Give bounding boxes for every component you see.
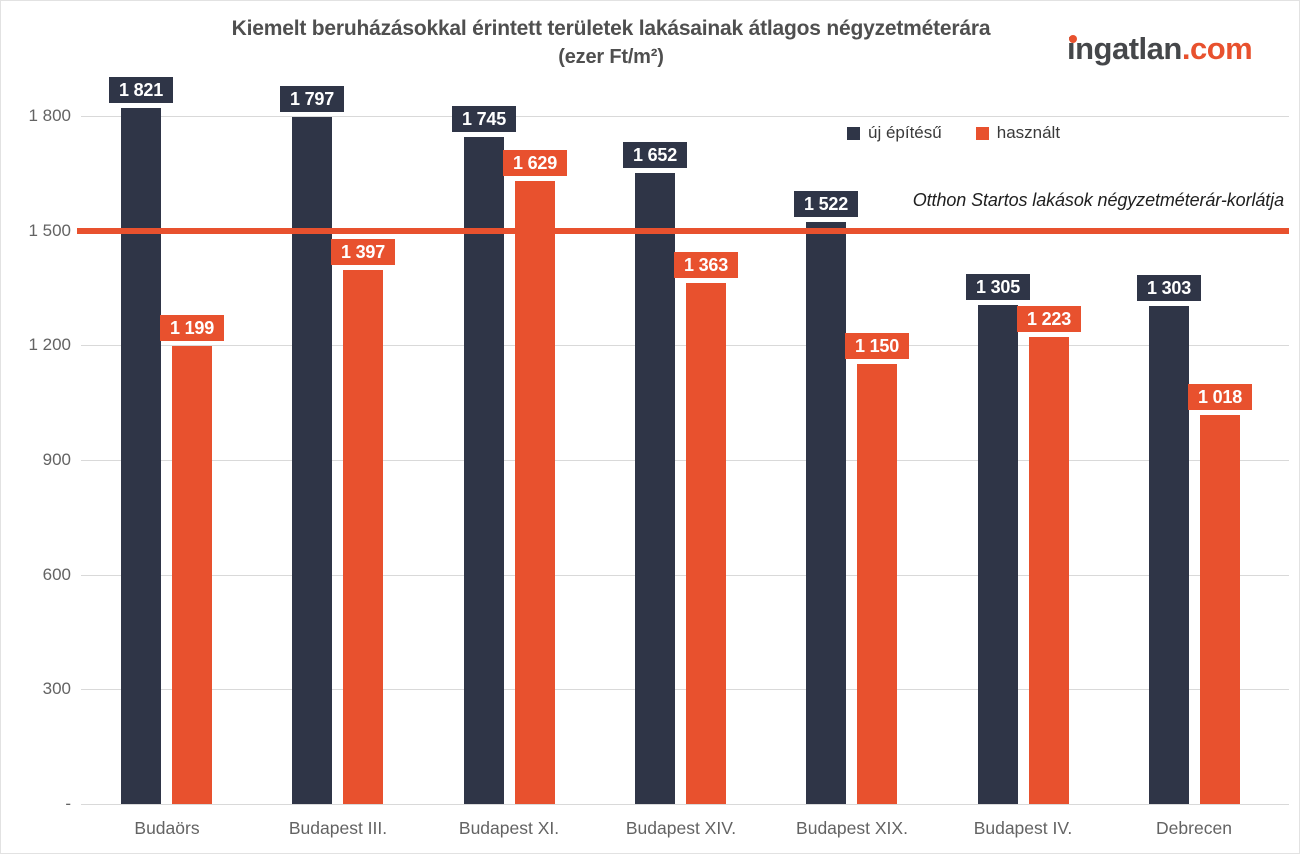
x-axis-label-4: Budapest XIV. bbox=[625, 818, 737, 838]
legend-label-used: használt bbox=[996, 123, 1061, 142]
bar-value-label-used-2: 1 397 bbox=[331, 239, 395, 265]
bar-value-label-new-build-5: 1 522 bbox=[794, 191, 858, 217]
legend-swatch-new-build bbox=[847, 126, 860, 140]
y-tick-label-900: 900 bbox=[42, 450, 71, 469]
x-axis-label-3: Budapest XI. bbox=[458, 818, 560, 838]
x-axis-label-7: Debrecen bbox=[1156, 818, 1232, 838]
logo-name: ingatlan bbox=[1067, 31, 1182, 67]
bar-value-label-used-3: 1 629 bbox=[503, 150, 567, 176]
ingatlan-logo: ingatlan .com bbox=[1067, 31, 1253, 67]
chart-legend: új építésű használt bbox=[847, 123, 1060, 143]
reference-line bbox=[77, 228, 1289, 234]
y-tick-label-0: - bbox=[65, 794, 71, 813]
gridline-600 bbox=[81, 575, 1289, 576]
bar-value-label-used-4: 1 363 bbox=[674, 252, 738, 278]
bar-value-label-used-6: 1 223 bbox=[1017, 306, 1081, 332]
reference-line-annotation: Otthon Startos lakások négyzetméterár-ko… bbox=[912, 190, 1284, 210]
logo-i-dot-icon bbox=[1069, 35, 1077, 43]
bar-value-label-used-5: 1 150 bbox=[845, 333, 909, 359]
y-tick-label-1200: 1 200 bbox=[28, 335, 71, 354]
y-tick-label-1800: 1 800 bbox=[28, 106, 71, 125]
bar-value-label-new-build-7: 1 303 bbox=[1137, 275, 1201, 301]
chart-title-line2: (ezer Ft/m²) bbox=[558, 46, 664, 68]
bar-new-build-7 bbox=[1149, 306, 1189, 804]
bar-value-label-new-build-4: 1 652 bbox=[623, 142, 687, 168]
bar-used-1 bbox=[172, 346, 212, 804]
chart-title: Kiemelt beruházásokkal érintett területe… bbox=[1, 14, 1221, 71]
bar-value-label-new-build-3: 1 745 bbox=[452, 106, 516, 132]
gridline-300 bbox=[81, 689, 1289, 690]
logo-tld: .com bbox=[1181, 31, 1253, 66]
bar-value-label-new-build-2: 1 797 bbox=[280, 86, 344, 112]
bar-new-build-6 bbox=[978, 305, 1018, 804]
bar-new-build-4 bbox=[635, 173, 675, 804]
legend-item-new-build: új építésű bbox=[847, 123, 942, 143]
logo-name-text: ingatlan bbox=[1067, 31, 1182, 66]
x-axis-label-6: Budapest IV. bbox=[973, 818, 1073, 838]
bar-new-build-1 bbox=[121, 108, 161, 804]
bar-value-label-new-build-6: 1 305 bbox=[966, 274, 1030, 300]
bar-new-build-3 bbox=[464, 137, 504, 804]
gridline-900 bbox=[81, 460, 1289, 461]
bar-used-3 bbox=[515, 181, 555, 804]
bar-value-label-new-build-1: 1 821 bbox=[109, 77, 173, 103]
chart-title-line1: Kiemelt beruházásokkal érintett területe… bbox=[231, 17, 991, 40]
bar-new-build-2 bbox=[292, 117, 332, 804]
bar-value-label-used-7: 1 018 bbox=[1188, 384, 1252, 410]
bar-used-5 bbox=[857, 364, 897, 804]
bar-used-6 bbox=[1029, 337, 1069, 804]
y-tick-label-1500: 1 500 bbox=[28, 221, 71, 240]
bar-used-7 bbox=[1200, 415, 1240, 804]
legend-swatch-used bbox=[975, 126, 989, 140]
bar-used-4 bbox=[686, 283, 726, 804]
legend-label-new-build: új építésű bbox=[868, 123, 942, 142]
bar-new-build-5 bbox=[806, 222, 846, 804]
bar-used-2 bbox=[343, 270, 383, 804]
gridline-0 bbox=[81, 804, 1289, 805]
bar-value-label-used-1: 1 199 bbox=[160, 315, 224, 341]
gridline-1200 bbox=[81, 345, 1289, 346]
x-axis-label-5: Budapest XIX. bbox=[796, 818, 908, 838]
legend-item-used: használt bbox=[975, 123, 1061, 143]
gridline-1800 bbox=[81, 116, 1289, 117]
x-axis-label-1: Budaörs bbox=[134, 818, 200, 838]
y-tick-label-300: 300 bbox=[42, 679, 71, 698]
x-axis-label-2: Budapest III. bbox=[288, 818, 388, 838]
y-tick-label-600: 600 bbox=[42, 565, 71, 584]
